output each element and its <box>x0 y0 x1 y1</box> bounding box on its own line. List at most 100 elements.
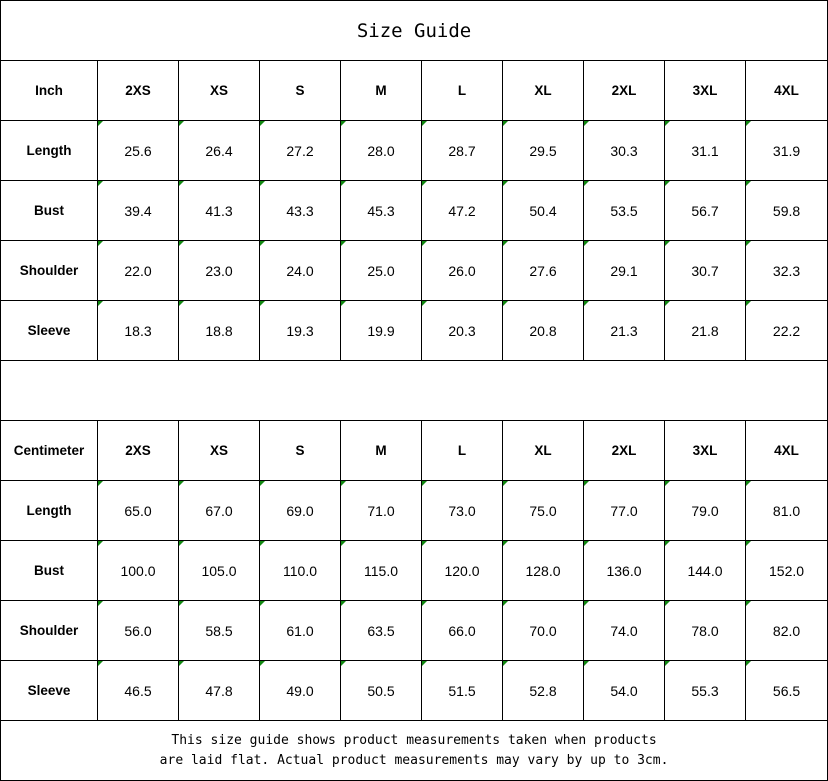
unit-label: Inch <box>0 60 98 121</box>
size-header: L <box>421 60 503 121</box>
table-row: Shoulder 56.0 58.5 61.0 63.5 66.0 70.0 74.0 78.0… <box>0 600 828 661</box>
measurement-value: 29.1 <box>583 240 665 301</box>
measurement-label: Bust <box>0 180 98 241</box>
inch-header-row: Inch 2XS XS S M L XL 2XL 3XL 4XL <box>0 60 828 121</box>
measurement-value: 52.8 <box>502 660 584 721</box>
measurement-label: Length <box>0 480 98 541</box>
measurement-value: 56.5 <box>744 660 828 721</box>
size-header: M <box>340 420 422 481</box>
measurement-value: 50.5 <box>340 660 422 721</box>
measurement-value: 69.0 <box>259 480 341 541</box>
measurement-value: 45.3 <box>340 180 422 241</box>
measurement-value: 61.0 <box>259 600 341 661</box>
measurement-value: 152.0 <box>744 540 828 601</box>
measurement-value: 66.0 <box>421 600 503 661</box>
measurement-value: 26.4 <box>178 120 260 181</box>
measurement-value: 49.0 <box>259 660 341 721</box>
measurement-value: 120.0 <box>421 540 503 601</box>
measurement-value: 27.6 <box>502 240 584 301</box>
measurement-value: 56.0 <box>97 600 179 661</box>
measurement-value: 29.5 <box>502 120 584 181</box>
size-header: 4XL <box>744 420 828 481</box>
measurement-value: 21.3 <box>583 300 665 361</box>
footnote: This size guide shows product measuremen… <box>0 720 828 781</box>
measurement-value: 31.1 <box>664 120 746 181</box>
size-header: 2XL <box>583 420 665 481</box>
measurement-value: 144.0 <box>664 540 746 601</box>
size-header: XL <box>502 60 584 121</box>
measurement-value: 43.3 <box>259 180 341 241</box>
measurement-label: Sleeve <box>0 660 98 721</box>
table-row: Sleeve 18.3 18.8 19.3 19.9 20.3 20.8 21.3 21.8 22… <box>0 300 828 361</box>
measurement-value: 28.0 <box>340 120 422 181</box>
measurement-value: 21.8 <box>664 300 746 361</box>
measurement-value: 30.3 <box>583 120 665 181</box>
measurement-value: 47.8 <box>178 660 260 721</box>
measurement-value: 19.3 <box>259 300 341 361</box>
measurement-value: 30.7 <box>664 240 746 301</box>
measurement-value: 25.6 <box>97 120 179 181</box>
measurement-value: 53.5 <box>583 180 665 241</box>
footnote-line: are laid flat. Actual product measuremen… <box>159 752 669 768</box>
measurement-value: 39.4 <box>97 180 179 241</box>
table-row: Bust 100.0 105.0 110.0 115.0 120.0 128.0 136.0 1… <box>0 540 828 601</box>
measurement-value: 100.0 <box>97 540 179 601</box>
size-header: 2XS <box>97 60 179 121</box>
measurement-value: 73.0 <box>421 480 503 541</box>
measurement-value: 31.9 <box>744 120 828 181</box>
measurement-value: 50.4 <box>502 180 584 241</box>
measurement-value: 51.5 <box>421 660 503 721</box>
measurement-value: 47.2 <box>421 180 503 241</box>
measurement-value: 22.2 <box>744 300 828 361</box>
size-header: 3XL <box>664 60 746 121</box>
table-row: Bust 39.4 41.3 43.3 45.3 47.2 50.4 53.5 56.7 59.8 <box>0 180 828 241</box>
measurement-value: 105.0 <box>178 540 260 601</box>
size-header: XS <box>178 60 260 121</box>
measurement-value: 79.0 <box>664 480 746 541</box>
measurement-value: 58.5 <box>178 600 260 661</box>
size-header: XL <box>502 420 584 481</box>
unit-label: Centimeter <box>0 420 98 481</box>
measurement-value: 19.9 <box>340 300 422 361</box>
spacer-row <box>0 360 828 421</box>
measurement-value: 65.0 <box>97 480 179 541</box>
measurement-value: 46.5 <box>97 660 179 721</box>
cm-header-row: Centimeter 2XS XS S M L XL 2XL 3XL 4XL <box>0 420 828 481</box>
size-header: 2XL <box>583 60 665 121</box>
size-header: M <box>340 60 422 121</box>
table-row: Sleeve 46.5 47.8 49.0 50.5 51.5 52.8 54.0 55.3 56… <box>0 660 828 721</box>
measurement-value: 32.3 <box>744 240 828 301</box>
measurement-value: 75.0 <box>502 480 584 541</box>
measurement-value: 41.3 <box>178 180 260 241</box>
measurement-value: 26.0 <box>421 240 503 301</box>
measurement-value: 25.0 <box>340 240 422 301</box>
measurement-value: 24.0 <box>259 240 341 301</box>
measurement-value: 54.0 <box>583 660 665 721</box>
measurement-label: Bust <box>0 540 98 601</box>
measurement-value: 27.2 <box>259 120 341 181</box>
measurement-label: Length <box>0 120 98 181</box>
measurement-value: 22.0 <box>97 240 179 301</box>
size-header: S <box>259 60 341 121</box>
measurement-value: 20.3 <box>421 300 503 361</box>
size-header: S <box>259 420 341 481</box>
measurement-value: 81.0 <box>744 480 828 541</box>
measurement-label: Shoulder <box>0 240 98 301</box>
size-header: 3XL <box>664 420 746 481</box>
table-row: Length 25.6 26.4 27.2 28.0 28.7 29.5 30.3 31.1 31… <box>0 120 828 181</box>
table-row: Shoulder 22.0 23.0 24.0 25.0 26.0 27.6 29.1 30.7… <box>0 240 828 301</box>
measurement-label: Sleeve <box>0 300 98 361</box>
measurement-value: 70.0 <box>502 600 584 661</box>
measurement-value: 78.0 <box>664 600 746 661</box>
measurement-value: 28.7 <box>421 120 503 181</box>
measurement-value: 136.0 <box>583 540 665 601</box>
table-row: Length 65.0 67.0 69.0 71.0 73.0 75.0 77.0 79.0 81… <box>0 480 828 541</box>
measurement-value: 23.0 <box>178 240 260 301</box>
size-header: 4XL <box>744 60 828 121</box>
measurement-value: 71.0 <box>340 480 422 541</box>
measurement-value: 128.0 <box>502 540 584 601</box>
measurement-value: 55.3 <box>664 660 746 721</box>
page-title: Size Guide <box>0 0 828 61</box>
